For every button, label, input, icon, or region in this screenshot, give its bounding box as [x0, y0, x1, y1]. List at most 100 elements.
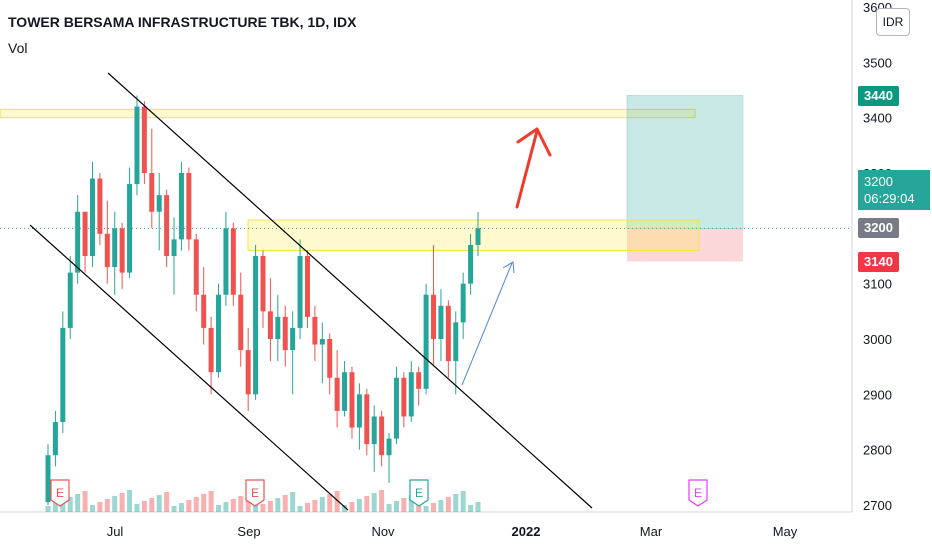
- volume-bar: [186, 500, 192, 512]
- grid: [0, 0, 853, 513]
- projection-arrow-head: [502, 261, 515, 274]
- volume-bar: [475, 502, 481, 512]
- candle-body: [141, 106, 147, 173]
- volume-bar: [408, 495, 414, 512]
- x-tick-label: Sep: [237, 524, 260, 539]
- earnings-marker-shape: [409, 479, 429, 507]
- candle-body: [260, 256, 266, 312]
- chart-title: TOWER BERSAMA INFRASTRUCTURE TBK, 1D, ID…: [8, 14, 357, 30]
- last-price-tag: 3200: [858, 218, 899, 239]
- current-price-tag: 3200 06:29:04: [858, 170, 930, 210]
- volume-bar: [134, 504, 140, 512]
- candle-body: [201, 294, 207, 328]
- volume-bar: [356, 499, 362, 512]
- volume-bar: [453, 494, 459, 512]
- candle-body: [164, 195, 170, 256]
- candle-body: [312, 316, 318, 345]
- channel-upper-line: [107, 72, 593, 509]
- volume-bar: [334, 491, 340, 512]
- current-price: 3200: [864, 174, 893, 189]
- earnings-marker-label: E: [694, 486, 702, 500]
- volume-bar: [112, 496, 118, 512]
- volume-bar: [379, 490, 385, 512]
- volume-bar: [119, 493, 125, 512]
- volume-bar: [460, 491, 466, 512]
- earnings-marker-label: E: [56, 486, 64, 500]
- candle-body: [97, 178, 103, 234]
- x-tick-label: Nov: [371, 524, 395, 539]
- volume-bar: [445, 497, 451, 512]
- candle-body: [208, 327, 214, 373]
- earnings-marker: E: [50, 479, 70, 507]
- candle-body: [186, 173, 192, 240]
- candle-body: [290, 327, 296, 351]
- volume-bar: [290, 492, 296, 512]
- volume-bar: [193, 497, 199, 512]
- stop-price-tag: 3140: [858, 251, 899, 272]
- candle-body: [356, 394, 362, 428]
- candle-body: [349, 372, 355, 428]
- y-tick-label: 3500: [863, 55, 892, 70]
- currency-button[interactable]: IDR: [876, 8, 910, 36]
- candle-body: [223, 228, 229, 295]
- bullish-arrow-line: [515, 129, 539, 209]
- candle-body: [364, 394, 370, 445]
- candle-body: [119, 228, 125, 273]
- volume-indicator-label[interactable]: Vol: [8, 40, 28, 56]
- y-tick-label: 3400: [863, 111, 892, 126]
- x-tick-label: Jul: [107, 524, 124, 539]
- candle-body: [386, 438, 392, 456]
- volume-bar: [393, 501, 399, 512]
- volume-bar: [149, 498, 155, 512]
- long-position-target-area: [626, 95, 744, 229]
- volume-bar: [97, 502, 103, 512]
- candle-body: [371, 416, 377, 445]
- candle-body: [112, 228, 118, 268]
- x-tick-label: May: [773, 524, 798, 539]
- candle-body: [453, 322, 459, 362]
- projection-arrow-line: [461, 262, 513, 386]
- bar-countdown: 06:29:04: [864, 191, 915, 206]
- volume-bar: [178, 503, 184, 512]
- y-tick-label: 3000: [863, 332, 892, 347]
- candle-body: [60, 327, 66, 422]
- volume-bar: [282, 495, 288, 512]
- volume-bar: [230, 499, 236, 512]
- candle-body: [216, 294, 222, 373]
- candle-body: [82, 211, 88, 256]
- volume-bar: [342, 505, 348, 512]
- candle-body: [75, 211, 81, 273]
- volume-bar: [297, 506, 303, 512]
- volume-bar: [223, 502, 229, 512]
- earnings-marker: E: [688, 479, 708, 507]
- trend-lines: [29, 72, 593, 511]
- volume-bar: [156, 495, 162, 512]
- volume-bar: [82, 491, 88, 512]
- volume-bar: [171, 506, 177, 512]
- candle-body: [178, 173, 184, 240]
- x-tick-label: 2022: [512, 524, 541, 539]
- candle-body: [193, 239, 199, 295]
- volume-bar: [401, 498, 407, 512]
- y-tick-label: 2700: [863, 498, 892, 513]
- volume-bar: [89, 505, 95, 512]
- long-position-stop-area: [627, 228, 743, 262]
- candle-body: [423, 294, 429, 389]
- volume-bar: [386, 504, 392, 512]
- volume-bar: [104, 499, 110, 512]
- volume-bar: [208, 491, 214, 512]
- volume-bar: [60, 500, 66, 512]
- volume-bars: [45, 490, 481, 512]
- candle-body: [171, 239, 177, 256]
- candle-body: [52, 422, 58, 456]
- candle-body: [149, 173, 155, 212]
- candle-body: [468, 244, 474, 284]
- volume-bar: [468, 505, 474, 512]
- candle-body: [127, 184, 133, 273]
- volume-bar: [260, 504, 266, 512]
- candle-body: [475, 228, 481, 245]
- earnings-marker-shape: [50, 479, 70, 507]
- candle-body: [156, 195, 162, 212]
